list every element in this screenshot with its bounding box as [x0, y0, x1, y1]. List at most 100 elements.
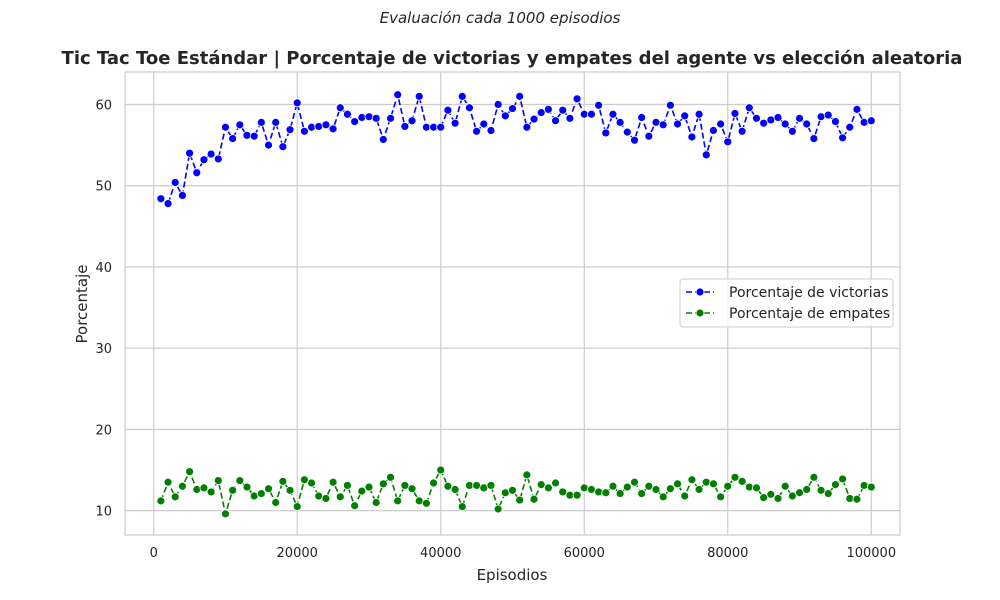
x-tick-label: 80000: [707, 546, 748, 561]
data-point: [357, 113, 367, 122]
y-tick-label: 10: [95, 505, 112, 520]
data-point: [407, 116, 417, 126]
data-point: [802, 485, 812, 494]
data-point: [364, 112, 374, 122]
data-point: [285, 125, 295, 135]
legend-marker: [695, 287, 705, 297]
data-point: [773, 113, 783, 122]
data-point: [393, 90, 403, 100]
data-point: [558, 105, 568, 115]
data-point: [543, 483, 553, 493]
data-point: [350, 117, 360, 126]
data-point: [608, 481, 618, 491]
data-point: [271, 498, 281, 507]
data-point: [314, 122, 324, 131]
data-point: [644, 481, 654, 491]
data-point: [178, 191, 187, 200]
data-point: [601, 128, 611, 138]
data-point: [436, 465, 446, 475]
data-point: [206, 149, 216, 159]
data-point: [486, 481, 496, 490]
data-point: [572, 490, 582, 500]
data-point: [264, 484, 273, 494]
data-point: [515, 495, 525, 505]
data-point: [787, 126, 797, 136]
data-point: [622, 127, 632, 137]
data-point: [292, 98, 302, 108]
data-point: [221, 122, 230, 132]
data-point: [335, 103, 345, 113]
data-point: [701, 477, 711, 487]
data-point: [658, 492, 668, 502]
data-point: [823, 110, 833, 120]
data-point: [687, 132, 697, 142]
tick-labels: 0 20000 40000 60000 80000 100000 10 20 30 40 50 60: [95, 98, 896, 561]
data-point: [744, 103, 754, 113]
data-point: [529, 114, 539, 124]
data-point: [852, 104, 862, 114]
data-point: [400, 481, 410, 490]
data-point: [522, 122, 532, 132]
data-point: [357, 486, 367, 496]
data-point: [551, 478, 560, 488]
data-point: [630, 477, 639, 487]
data-point: [457, 502, 467, 511]
data-point: [809, 134, 819, 144]
data-point: [450, 118, 460, 128]
data-point: [393, 496, 403, 506]
data-point: [256, 117, 266, 127]
data-point: [429, 478, 438, 488]
legend: Porcentaje de victorias Porcentaje de emp…: [679, 278, 894, 328]
data-point: [859, 117, 869, 127]
data-point: [673, 119, 682, 129]
data-point: [328, 124, 338, 134]
data-point: [658, 120, 668, 130]
data-point: [343, 109, 352, 119]
legend-item: Porcentaje de victorias: [686, 285, 889, 301]
data-point: [307, 478, 316, 488]
data-point: [228, 134, 238, 144]
data-point: [508, 485, 517, 495]
data-point: [371, 113, 381, 123]
data-point: [601, 488, 611, 498]
data-point: [156, 496, 166, 506]
data-point: [235, 120, 245, 130]
data-point: [816, 485, 826, 495]
data-point: [493, 504, 503, 514]
data-point: [170, 492, 180, 502]
data-point: [730, 472, 740, 482]
data-point: [400, 122, 410, 131]
data-point: [256, 489, 266, 498]
data-point: [414, 91, 424, 101]
data-point: [185, 148, 194, 158]
data-point: [701, 150, 711, 160]
data-point: [665, 484, 675, 494]
series-victorias: [156, 90, 876, 208]
chart-title: Tic Tac Toe Estándar | Porcentaje de vic…: [62, 48, 963, 69]
y-tick-label: 30: [95, 342, 112, 357]
x-axis-label: Episodios: [477, 566, 548, 584]
data-point: [673, 479, 682, 489]
data-point: [787, 491, 797, 501]
data-point: [723, 481, 733, 491]
data-point: [465, 103, 474, 113]
data-point: [759, 118, 769, 128]
data-point: [809, 472, 819, 482]
data-point: [744, 482, 754, 492]
data-point: [278, 142, 288, 152]
data-point: [378, 135, 388, 144]
data-point: [321, 494, 331, 503]
data-point: [579, 483, 589, 493]
data-point: [637, 113, 647, 122]
data-point: [852, 494, 862, 504]
legend-box: [679, 278, 894, 328]
data-point: [285, 485, 295, 495]
data-point: [572, 94, 582, 104]
data-point: [773, 494, 783, 503]
data-point: [587, 109, 596, 119]
data-point: [565, 113, 575, 123]
data-point: [536, 108, 546, 118]
data-point: [508, 104, 517, 113]
data-point: [752, 113, 761, 123]
data-point: [536, 480, 546, 490]
